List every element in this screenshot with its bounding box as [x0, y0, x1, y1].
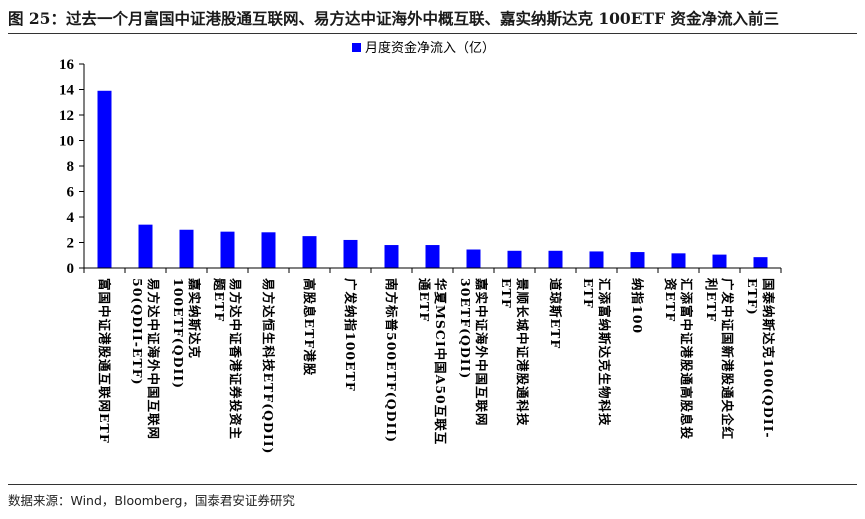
y-tick-label: 0 — [67, 261, 75, 277]
x-tick-label: 汇添富纳斯达克生物科技 — [597, 278, 612, 427]
bar — [507, 250, 522, 268]
x-tick-label: 广发纳指100ETF — [343, 278, 358, 392]
x-tick-label: ETF) — [745, 278, 760, 316]
figure-title: 图 25：过去一个月富国中证港股通互联网、易方达中证海外中概互联、嘉实纳斯达克 … — [8, 9, 779, 28]
bar — [548, 250, 563, 268]
x-tick-label: 南方标普500ETF(QDII) — [384, 278, 399, 443]
x-tick-label: 题ETF — [212, 278, 227, 322]
y-tick-label: 12 — [59, 108, 74, 124]
y-tick-label: 8 — [67, 159, 75, 175]
footer-divider — [8, 484, 857, 485]
x-tick-label: 通ETF — [417, 278, 432, 322]
x-tick-label: 纳指100 — [630, 278, 645, 334]
x-tick-label: 道琼斯ETF — [548, 278, 563, 349]
x-tick-label: 资ETF — [663, 278, 678, 322]
bar — [466, 249, 481, 268]
x-tick-label: 国泰纳斯达克100(QDII- — [761, 278, 776, 439]
x-tick-label: 50(QDII-ETF) — [130, 278, 145, 386]
x-tick-label: 富国中证港股通互联网ETF — [97, 278, 112, 444]
bar — [630, 252, 645, 268]
bar — [671, 253, 686, 268]
x-tick-label: 广发中证国新港股通央企红 — [720, 278, 735, 440]
y-tick-label: 16 — [59, 57, 75, 73]
x-tick-label: 易方达恒生科技ETF(QDII) — [261, 278, 276, 454]
y-axis: 0 2 4 6 8 10 12 14 16 — [59, 57, 85, 277]
x-tick-label: 嘉实中证海外中国互联网 — [474, 277, 489, 427]
bar — [343, 239, 358, 268]
x-tick-label: 嘉实纳斯达克 — [187, 277, 202, 359]
bar — [712, 254, 727, 268]
y-tick-label: 10 — [59, 134, 74, 150]
bar — [97, 90, 112, 268]
x-tick-label: 景顺长城中证港股通科技 — [515, 278, 530, 427]
bar — [425, 245, 440, 268]
x-tick-label: 30ETF(QDII) — [458, 278, 473, 379]
bar — [589, 251, 604, 268]
y-tick-label: 14 — [59, 83, 75, 99]
legend-label: 月度资金净流入（亿） — [365, 40, 495, 56]
bar — [302, 236, 317, 269]
x-tick-label: 华夏MSCI中国A50互联互 — [433, 278, 448, 445]
bar — [138, 224, 153, 268]
bars — [97, 90, 768, 269]
source-note: 数据来源：Wind，Bloomberg，国泰君安证券研究 — [8, 493, 295, 508]
title-divider — [8, 33, 857, 34]
x-tick-label: 利ETF — [704, 278, 719, 322]
x-tick-label: 易方达中证海外中国互联网 — [146, 278, 161, 440]
bar — [261, 232, 276, 268]
bar — [753, 257, 768, 268]
legend: 月度资金净流入（亿） — [352, 40, 495, 56]
y-tick-label: 4 — [67, 210, 75, 226]
y-tick-label: 2 — [67, 236, 75, 252]
bar — [179, 229, 194, 268]
legend-swatch — [352, 43, 361, 52]
x-tick-label: 易方达中证香港证券投资主 — [228, 278, 243, 440]
x-tick-label: 汇添富中证港股通高股息投 — [679, 278, 694, 440]
bar — [220, 231, 235, 268]
bar — [384, 245, 399, 268]
bar-chart: 月度资金净流入（亿） 0 2 4 6 8 10 12 14 16 富国中证港股通互联网ETF 易方… — [59, 40, 782, 454]
x-tick-label: ETF — [581, 278, 596, 309]
y-tick-label: 6 — [67, 185, 75, 201]
x-axis — [83, 267, 782, 273]
x-tick-label: 高股息ETF港股 — [302, 278, 317, 376]
x-tick-label: ETF — [499, 278, 514, 309]
x-tick-label: 100ETF(QDII) — [171, 278, 186, 389]
